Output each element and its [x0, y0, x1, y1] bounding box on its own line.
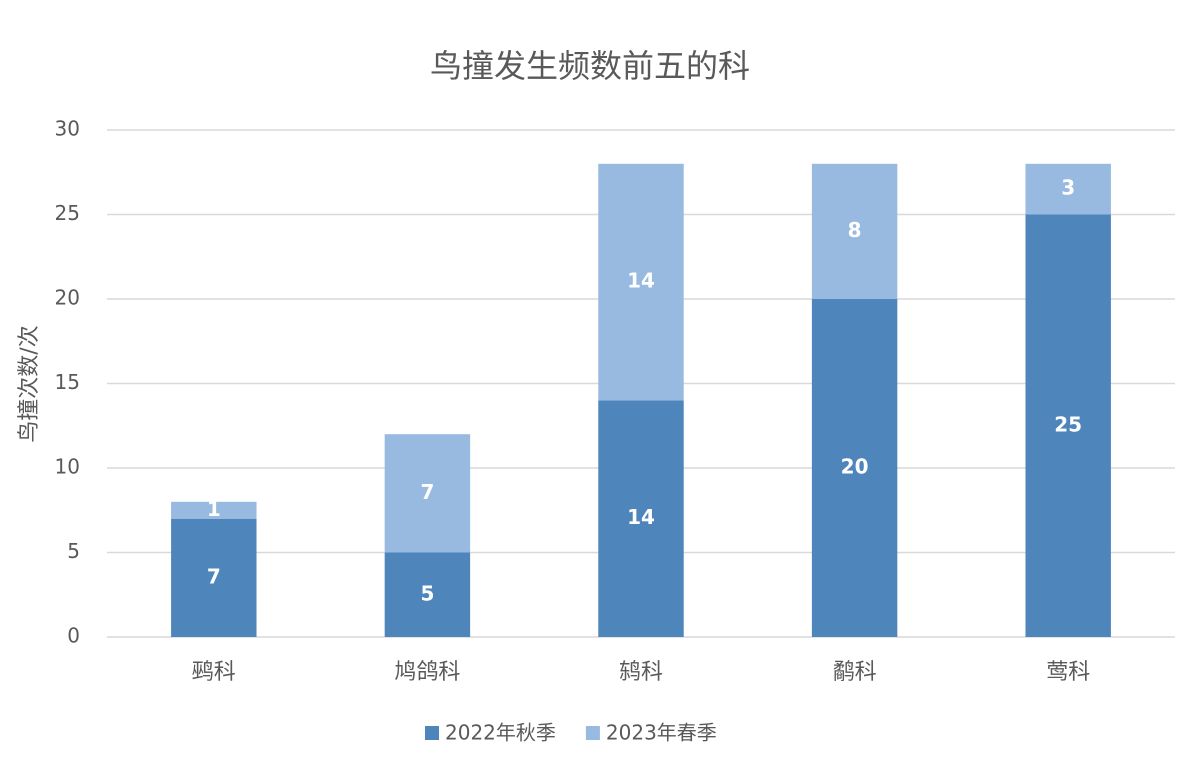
- data-label: 7: [420, 480, 434, 504]
- y-tick-label: 0: [67, 624, 80, 648]
- data-label: 14: [627, 269, 655, 293]
- x-tick-label: 莺科: [1046, 660, 1090, 685]
- bar-segment: [811, 299, 898, 637]
- y-tick-label: 10: [55, 455, 80, 479]
- x-tick-label: 鸠鸽科: [394, 660, 460, 685]
- y-tick-label: 25: [55, 201, 80, 225]
- data-label: 14: [627, 505, 655, 529]
- legend-label: 2022年秋季: [445, 721, 556, 745]
- bar-segment: [598, 163, 684, 401]
- bar-segment: [811, 163, 898, 299]
- legend-label: 2023年春季: [606, 721, 717, 745]
- y-tick-label: 15: [55, 370, 80, 394]
- data-label: 3: [1061, 176, 1075, 200]
- x-tick-label: 鹬科: [833, 660, 877, 685]
- bar-segment: [598, 400, 684, 637]
- legend-swatch: [425, 726, 439, 740]
- bar-segment: [171, 501, 257, 519]
- bar-segment: [1025, 163, 1111, 215]
- x-tick-label: 鹀科: [192, 660, 236, 685]
- bar-segment: [1025, 214, 1111, 637]
- bar-segment: [384, 552, 471, 637]
- data-label: 8: [848, 218, 862, 242]
- chart-title: 鸟撞发生频数前五的科: [430, 47, 750, 85]
- y-axis-label: 鸟撞次数/次: [17, 325, 42, 442]
- x-tick-label: 鸫科: [619, 660, 663, 685]
- data-label: 20: [841, 455, 869, 479]
- y-tick-label: 5: [67, 539, 80, 563]
- bar-segment: [171, 518, 257, 637]
- y-tick-label: 30: [55, 117, 80, 141]
- bar-segment: [384, 434, 471, 553]
- data-label: 25: [1054, 412, 1082, 436]
- y-tick-label: 20: [55, 286, 80, 310]
- legend-swatch: [585, 726, 600, 740]
- data-label: 5: [420, 581, 434, 605]
- data-label: 1: [207, 497, 221, 521]
- data-label: 7: [207, 564, 221, 588]
